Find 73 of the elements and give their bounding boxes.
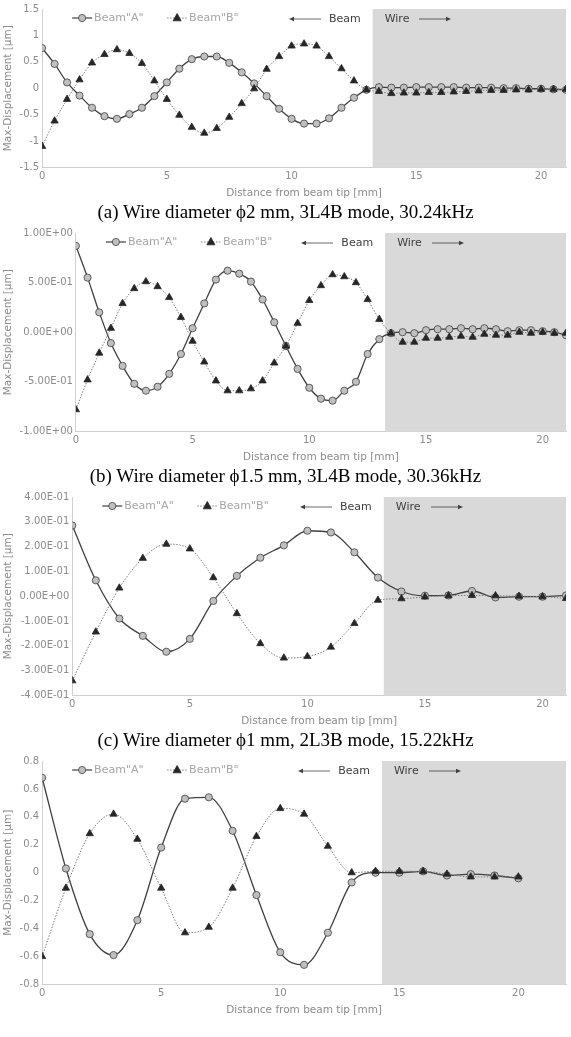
y-tick-label: 0.5 — [23, 55, 40, 67]
x-tick-label: 5 — [189, 433, 196, 445]
annotation: Wire — [384, 12, 410, 25]
legend-label: Beam"A" — [127, 234, 178, 248]
text: (a) Wire diameter ϕ2 mm, 3L4B mode, 30.24kHz — [96, 200, 475, 224]
y-tick-label: 3.00E-01 — [24, 515, 70, 527]
annotation: Beam — [341, 236, 374, 249]
y-tick-label: 1 — [32, 28, 40, 40]
y-tick-label: 0.8 — [23, 754, 40, 766]
x-axis-title: Distance from beam tip [mm] — [241, 714, 398, 727]
y-tick-label: 0.00E+00 — [23, 325, 73, 337]
y-tick-label: -0.5 — [19, 108, 40, 120]
annotation: Beam — [328, 12, 361, 25]
x-axis-title: Distance from beam tip [mm] — [226, 1003, 382, 1016]
annotation: Wire — [397, 236, 422, 249]
y-tick-label: 1.5 — [23, 2, 40, 14]
x-tick-label: 10 — [285, 169, 298, 181]
x-tick-label: 5 — [163, 169, 171, 181]
y-tick-label: -1.00E+00 — [19, 424, 73, 436]
y-tick-label: 2.00E-01 — [24, 540, 70, 552]
y-tick-label: 1.00E-01 — [24, 564, 70, 576]
x-tick-label: 20 — [534, 169, 548, 181]
x-tick-label: 5 — [157, 986, 165, 998]
annotation: Beam — [340, 500, 372, 513]
y-tick-label: -4.00E-01 — [20, 688, 70, 700]
legend-label: Beam"B" — [189, 10, 239, 24]
text: (b) Wire diameter ϕ1.5 mm, 3L4B mode, 30.36kHz — [88, 464, 483, 488]
y-tick-label: -0.2 — [19, 894, 40, 906]
text: (c) Wire diameter ϕ1 mm, 2L3B mode, 15.22kHz — [96, 728, 475, 752]
legend-label: Beam"A" — [94, 10, 144, 24]
y-tick-label: -1.00E-01 — [20, 614, 70, 626]
x-axis-title: Distance from beam tip [mm] — [226, 186, 382, 199]
y-tick-label: 0 — [32, 81, 40, 93]
legend-label: Beam"A" — [124, 498, 174, 512]
y-tick-label: -0.6 — [19, 950, 40, 962]
y-tick-label: 1.00E+00 — [23, 226, 73, 238]
y-tick-label: 4.00E-01 — [24, 490, 70, 502]
y-tick-label: -5.00E-01 — [24, 375, 73, 387]
y-tick-label: -2.00E-01 — [20, 639, 70, 651]
y-tick-label: 5.00E-01 — [27, 276, 73, 288]
y-tick-label: -1.5 — [19, 160, 40, 172]
legend-label: Beam"A" — [94, 762, 144, 776]
y-tick-label: 0.00E+00 — [19, 589, 70, 601]
y-tick-label: 0.2 — [23, 838, 40, 850]
x-tick-label: 10 — [273, 986, 287, 998]
x-tick-label: 5 — [186, 697, 194, 709]
x-tick-label: 15 — [392, 986, 406, 998]
legend-label: Beam"B" — [222, 234, 273, 248]
y-axis-title: Max-Displacement [μm] — [1, 809, 14, 936]
x-axis-title: Distance from beam tip [mm] — [243, 450, 399, 463]
y-axis-title: Max-Displacement [μm] — [1, 533, 14, 660]
x-tick-label: 20 — [536, 433, 550, 445]
y-axis-title: Max-Displacement [μm] — [1, 269, 14, 396]
y-tick-label: -3.00E-01 — [20, 664, 70, 676]
annotation: Wire — [395, 500, 421, 513]
y-tick-label: -0.8 — [19, 977, 40, 989]
y-tick-label: 0.6 — [23, 782, 40, 794]
annotation: Beam — [338, 764, 370, 777]
x-tick-label: 20 — [512, 986, 525, 998]
y-tick-label: 0.4 — [23, 810, 40, 822]
x-tick-label: 10 — [302, 433, 316, 445]
x-tick-label: 15 — [409, 169, 423, 181]
y-tick-label: -0.4 — [19, 922, 40, 934]
legend-label: Beam"B" — [219, 498, 269, 512]
y-axis-title: Max-Displacement [μm] — [1, 25, 14, 152]
annotation: Wire — [393, 764, 419, 777]
legend-label: Beam"B" — [189, 762, 239, 776]
x-tick-label: 15 — [418, 697, 432, 709]
x-tick-label: 10 — [301, 697, 314, 709]
y-tick-label: -1 — [29, 134, 40, 146]
x-tick-label: 20 — [536, 697, 549, 709]
y-tick-label: 0 — [32, 866, 40, 878]
x-tick-label: 15 — [419, 433, 433, 445]
